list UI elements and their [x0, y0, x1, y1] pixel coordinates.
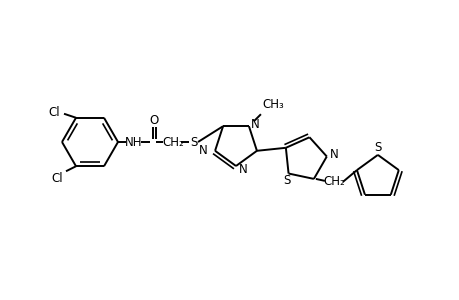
Text: CH₃: CH₃: [262, 98, 283, 111]
Text: N: N: [239, 163, 247, 176]
Text: N: N: [251, 118, 259, 131]
Text: S: S: [282, 174, 290, 187]
Text: CH₂: CH₂: [322, 176, 344, 188]
Text: CH₂: CH₂: [162, 136, 184, 148]
Text: S: S: [373, 141, 381, 154]
Text: S: S: [190, 136, 197, 148]
Text: Cl: Cl: [51, 172, 63, 185]
Text: NH: NH: [125, 136, 142, 148]
Text: N: N: [329, 148, 338, 161]
Text: O: O: [149, 113, 158, 127]
Text: N: N: [199, 144, 207, 157]
Text: Cl: Cl: [48, 106, 60, 119]
